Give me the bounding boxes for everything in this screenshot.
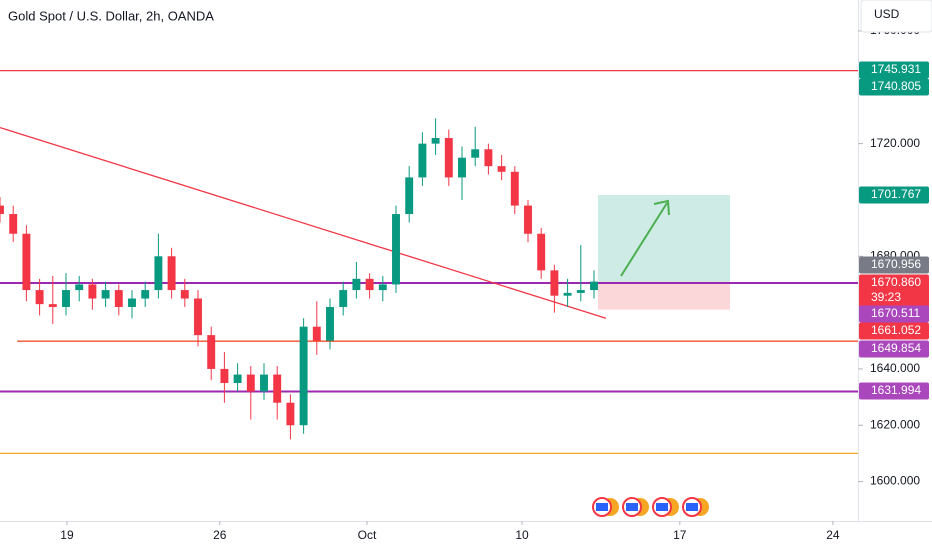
candle-body — [62, 290, 70, 307]
candle-body — [418, 143, 427, 178]
price-badge — [859, 78, 929, 96]
price-badge — [859, 382, 929, 400]
flag — [656, 503, 668, 511]
x-tick-label: 26 — [213, 528, 227, 542]
candle-body — [524, 205, 532, 234]
x-tick-label: 19 — [60, 528, 74, 542]
candle-body — [510, 171, 519, 206]
chart-title: Gold Spot / U.S. Dollar, 2h, OANDA — [8, 8, 214, 23]
price-badge-label: 1745.931 — [871, 62, 921, 76]
candle-body — [128, 298, 136, 307]
candle-body — [563, 292, 572, 296]
price-badge-label: 1649.854 — [871, 341, 921, 355]
price-badge — [859, 322, 929, 340]
countdown-label: 39:23 — [871, 290, 901, 304]
candle-body — [431, 137, 440, 144]
price-badge-label: 1740.805 — [871, 79, 921, 93]
arrow-line — [620, 202, 668, 277]
candle-body — [299, 326, 308, 426]
candle-body — [326, 306, 334, 341]
candle-body — [114, 290, 123, 307]
y-tick-label: 1620.000 — [870, 417, 920, 431]
candle-body — [550, 270, 559, 296]
candle-body — [48, 304, 57, 307]
x-tick-label: 24 — [826, 528, 840, 542]
candle-body — [101, 290, 110, 299]
price-badges: 1745.931 1740.805 1701.767 1670.956 1670.860… — [859, 61, 929, 400]
arrow-head — [653, 199, 670, 216]
candle-body — [405, 177, 414, 215]
candle-body — [246, 374, 255, 392]
position-stop-zone — [597, 282, 730, 310]
candle-body — [590, 281, 598, 291]
candle-body — [484, 149, 493, 167]
candle-body — [260, 374, 268, 392]
price-badge-label: 1670.511 — [871, 306, 920, 320]
candle-body — [207, 335, 216, 369]
price-badge — [859, 340, 929, 358]
flag — [626, 503, 638, 511]
candle-body — [286, 402, 295, 426]
candle-body — [471, 149, 480, 158]
price-badge — [859, 186, 929, 204]
time-axis: 19 26 Oct 10 17 24 — [60, 521, 840, 542]
price-badge — [859, 61, 929, 79]
candle-body — [392, 214, 400, 285]
candle-body — [180, 290, 189, 299]
price-badge-label: 1670.956 — [871, 257, 921, 271]
candle-body — [141, 290, 150, 299]
y-tick-label: 1600.000 — [870, 474, 920, 488]
candle-body — [220, 368, 229, 384]
x-tick-label: Oct — [358, 528, 377, 542]
currency-label[interactable]: USD — [874, 7, 900, 21]
flag — [686, 503, 698, 511]
candle-body — [576, 290, 585, 293]
arrow-drawing — [620, 199, 670, 277]
price-badge-label: 1661.052 — [871, 323, 921, 337]
candle-body — [339, 290, 348, 307]
candle-body — [154, 256, 163, 291]
price-badge-label: 1631.994 — [871, 383, 921, 397]
candle-body — [444, 137, 453, 178]
candle-body — [233, 374, 242, 384]
candle-body — [365, 278, 374, 291]
price-badge — [859, 305, 929, 323]
candle-body — [458, 157, 466, 178]
y-tick-label: 1640.000 — [870, 361, 920, 375]
flag — [596, 503, 608, 511]
candle-body — [35, 290, 44, 305]
candle-body — [537, 233, 546, 271]
candle-body — [22, 233, 31, 291]
x-tick-label: 10 — [515, 528, 529, 542]
candle-body — [88, 284, 97, 299]
candle-body — [378, 284, 387, 291]
price-badge-label: 1701.767 — [871, 187, 921, 201]
candle-body — [0, 205, 4, 215]
price-badge — [859, 256, 929, 274]
candle-body — [497, 166, 506, 172]
price-badge — [859, 274, 929, 309]
candle-body — [167, 256, 176, 291]
candle-body — [273, 374, 282, 403]
candle-body — [194, 298, 202, 336]
candle-body — [75, 284, 84, 291]
candle-body — [9, 214, 18, 234]
currency-box[interactable] — [860, 0, 932, 33]
candle-body — [352, 278, 361, 291]
y-tick-label: 1720.000 — [870, 136, 920, 150]
trend-line — [0, 126, 607, 319]
x-tick-label: 17 — [673, 528, 687, 542]
price-badge-label: 1670.860 — [871, 275, 921, 289]
event-icons — [592, 497, 709, 517]
candle-body — [312, 326, 321, 341]
